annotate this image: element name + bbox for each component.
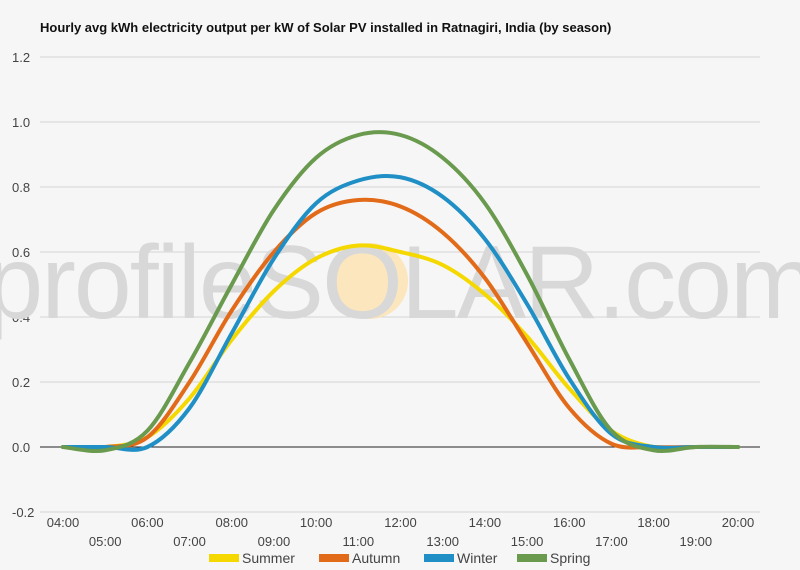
legend-swatch — [319, 554, 349, 562]
watermark: profileSOLAR.com — [0, 225, 800, 341]
series-line-autumn — [61, 197, 740, 450]
y-tick-label: 0.8 — [12, 180, 30, 195]
x-tick-label: 18:00 — [637, 515, 670, 530]
x-tick-label: 15:00 — [511, 534, 544, 549]
series-line-spring — [61, 130, 740, 453]
legend-item-spring: Spring — [517, 550, 590, 566]
x-tick-label: 14:00 — [469, 515, 502, 530]
legend-swatch — [209, 554, 239, 562]
y-tick-label: 0.6 — [12, 245, 30, 260]
x-tick-label: 04:00 — [47, 515, 80, 530]
legend-item-summer: Summer — [209, 550, 295, 566]
x-tick-label: 10:00 — [300, 515, 333, 530]
legend-item-winter: Winter — [424, 550, 498, 566]
x-tick-label: 13:00 — [426, 534, 459, 549]
x-tick-label: 12:00 — [384, 515, 417, 530]
x-tick-label: 05:00 — [89, 534, 122, 549]
x-tick-label: 09:00 — [258, 534, 291, 549]
y-tick-label: -0.2 — [12, 505, 34, 520]
x-tick-label: 17:00 — [595, 534, 628, 549]
legend-label: Winter — [457, 550, 498, 566]
y-tick-label: 0.2 — [12, 375, 30, 390]
y-tick-label: 1.0 — [12, 115, 30, 130]
legend-swatch — [424, 554, 454, 562]
y-tick-label: 1.2 — [12, 50, 30, 65]
x-tick-label: 06:00 — [131, 515, 164, 530]
y-tick-label: 0.0 — [12, 440, 30, 455]
x-tick-label: 08:00 — [215, 515, 248, 530]
x-tick-label: 19:00 — [680, 534, 713, 549]
watermark-sun — [332, 243, 408, 319]
legend-label: Summer — [242, 550, 295, 566]
chart-title: Hourly avg kWh electricity output per kW… — [40, 20, 612, 35]
legend-item-autumn: Autumn — [319, 550, 400, 566]
x-tick-label: 11:00 — [343, 534, 375, 549]
y-tick-label: 0.4 — [12, 310, 30, 325]
series-line-summer — [61, 243, 740, 451]
watermark-text: profileSOLAR.com — [0, 225, 800, 341]
x-tick-label: 07:00 — [173, 534, 206, 549]
x-tick-label: 20:00 — [722, 515, 755, 530]
x-tick-label: 16:00 — [553, 515, 586, 530]
legend-label: Spring — [550, 550, 590, 566]
legend-label: Autumn — [352, 550, 400, 566]
legend-swatch — [517, 554, 547, 562]
